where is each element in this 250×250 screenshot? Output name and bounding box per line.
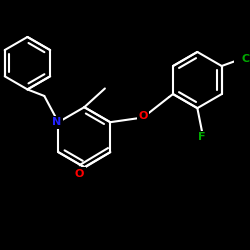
Text: N: N	[52, 117, 61, 127]
Text: O: O	[138, 111, 148, 121]
Text: F: F	[198, 132, 206, 142]
Text: Cl: Cl	[241, 54, 250, 64]
Text: O: O	[75, 169, 84, 179]
